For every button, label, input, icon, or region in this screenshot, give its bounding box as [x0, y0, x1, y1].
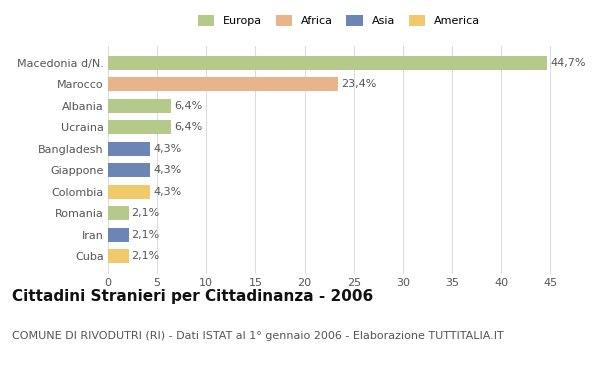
Text: COMUNE DI RIVODUTRI (RI) - Dati ISTAT al 1° gennaio 2006 - Elaborazione TUTTITAL: COMUNE DI RIVODUTRI (RI) - Dati ISTAT al…	[12, 331, 504, 340]
Bar	[108, 163, 150, 177]
Text: 4,3%: 4,3%	[153, 187, 181, 197]
Bar	[108, 206, 128, 220]
Bar	[108, 99, 171, 113]
Text: 6,4%: 6,4%	[174, 122, 202, 132]
Text: Cittadini Stranieri per Cittadinanza - 2006: Cittadini Stranieri per Cittadinanza - 2…	[12, 289, 373, 304]
Legend: Europa, Africa, Asia, America: Europa, Africa, Asia, America	[197, 15, 481, 26]
Text: 4,3%: 4,3%	[153, 144, 181, 154]
Bar	[108, 142, 150, 156]
Text: 4,3%: 4,3%	[153, 165, 181, 175]
Bar	[108, 185, 150, 199]
Text: 6,4%: 6,4%	[174, 101, 202, 111]
Text: 2,1%: 2,1%	[131, 230, 160, 240]
Text: 2,1%: 2,1%	[131, 208, 160, 218]
Text: 23,4%: 23,4%	[341, 79, 376, 89]
Bar	[108, 56, 547, 70]
Bar	[108, 228, 128, 242]
Bar	[108, 249, 128, 263]
Bar	[108, 120, 171, 135]
Text: 2,1%: 2,1%	[131, 251, 160, 261]
Text: 44,7%: 44,7%	[550, 58, 586, 68]
Bar	[108, 78, 338, 92]
